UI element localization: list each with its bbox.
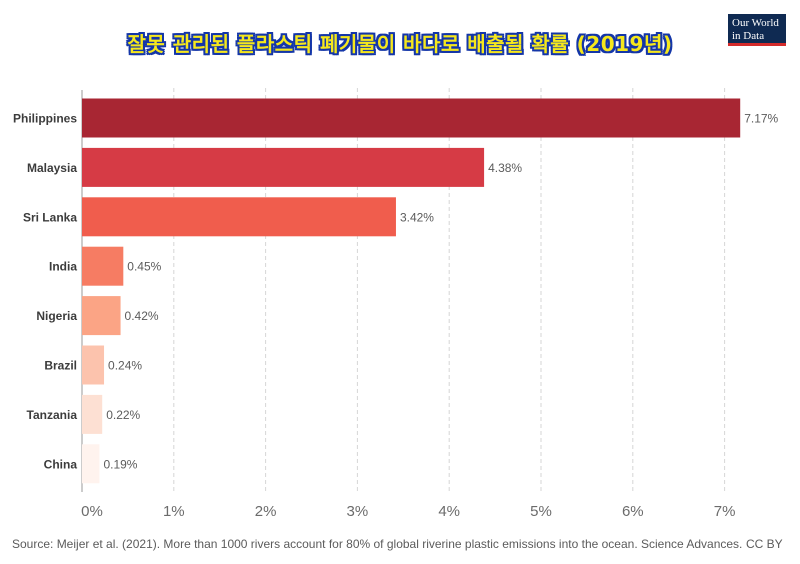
x-tick-label: 6% (622, 503, 644, 520)
category-label: Brazil (44, 359, 77, 373)
bar (82, 444, 100, 484)
bar (82, 394, 103, 434)
value-label: 0.19% (103, 457, 137, 471)
bar (82, 246, 124, 286)
title-container: 잘못 관리된 플라스틱 폐기물이 바다로 배출될 확률 (2019년) (0, 28, 800, 57)
x-tick-label: 3% (347, 503, 369, 520)
value-label: 0.45% (127, 260, 161, 274)
value-label: 3.42% (400, 210, 434, 224)
x-tick-label: 2% (255, 503, 277, 520)
category-label: Philippines (13, 112, 77, 126)
chart-title: 잘못 관리된 플라스틱 폐기물이 바다로 배출될 확률 (2019년) (127, 32, 673, 56)
bar (82, 345, 105, 385)
bar (82, 197, 396, 237)
value-label: 0.42% (125, 309, 159, 323)
value-label: 0.24% (108, 359, 142, 373)
x-tick-label: 4% (438, 503, 460, 520)
logo-accent-bar (728, 43, 786, 46)
category-label: Sri Lanka (23, 210, 77, 224)
logo-line-1: Our World (732, 17, 779, 29)
owid-logo[interactable]: Our World in Data (728, 14, 786, 46)
x-tick-label: 5% (530, 503, 552, 520)
category-label: India (49, 260, 77, 274)
x-tick-label: 1% (163, 503, 185, 520)
x-tick-label: 0% (81, 503, 103, 520)
bar (82, 296, 121, 336)
category-label: Malaysia (27, 161, 77, 175)
category-label: Nigeria (36, 309, 77, 323)
value-label: 4.38% (488, 161, 522, 175)
category-label: Tanzania (27, 408, 78, 422)
bar (82, 98, 741, 138)
x-tick-label: 7% (714, 503, 736, 520)
logo-line-2: in Data (732, 30, 765, 42)
bar (82, 147, 485, 187)
category-label: China (44, 457, 78, 471)
value-label: 7.17% (744, 112, 778, 126)
source-note: Source: Meijer et al. (2021). More than … (12, 537, 743, 551)
value-label: 0.22% (106, 408, 140, 422)
license-label[interactable]: CC BY (746, 537, 783, 551)
